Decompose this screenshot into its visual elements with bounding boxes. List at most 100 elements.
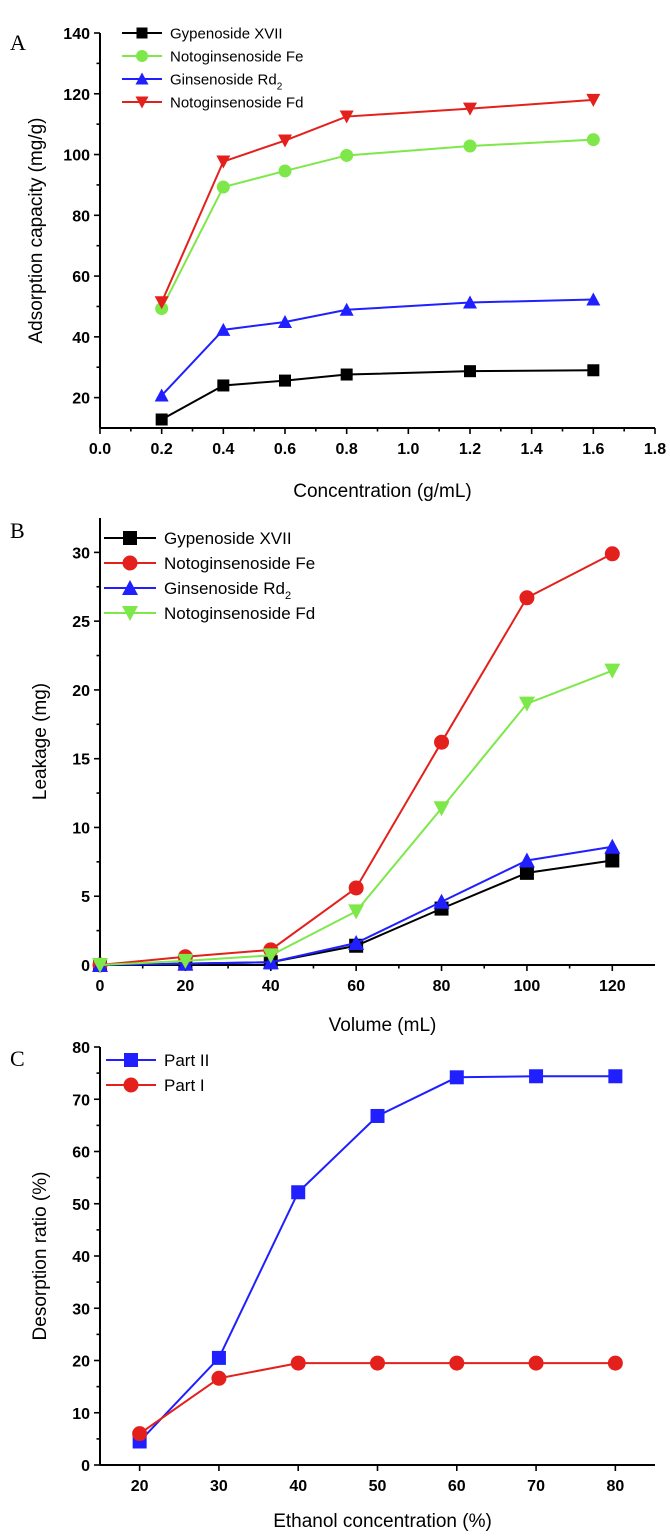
data-point <box>449 1070 464 1085</box>
series-line <box>99 669 613 966</box>
legend-label: Part I <box>164 1076 205 1095</box>
data-point <box>279 374 291 387</box>
legend-label: Notoginsenoside Fd <box>170 94 303 111</box>
y-tick-label: 120 <box>63 87 90 104</box>
y-tick-label: 30 <box>72 545 90 562</box>
y-tick-label: 100 <box>63 148 90 165</box>
series-line <box>161 369 594 421</box>
y-axis-label: Adsorption capacity (mg/g) <box>26 118 47 344</box>
legend-marker <box>123 1077 139 1093</box>
legend-label: Gypenoside XVII <box>164 529 292 548</box>
x-tick-label: 0.0 <box>89 441 111 458</box>
x-tick-label: 0.8 <box>336 441 358 458</box>
panel-letter: A <box>10 30 26 55</box>
legend: Gypenoside XVII Notoginsenoside Fe Ginseno… <box>122 25 303 111</box>
data-point <box>607 1355 623 1371</box>
data-point <box>278 134 292 148</box>
data-point <box>604 838 621 854</box>
data-point <box>370 1108 385 1123</box>
data-point <box>262 948 279 964</box>
data-point <box>339 110 354 124</box>
data-point <box>216 322 231 336</box>
x-tick-label: 0.2 <box>151 441 173 458</box>
y-tick-label: 30 <box>72 1301 90 1318</box>
legend-marker <box>122 555 138 571</box>
x-tick-label: 1.2 <box>459 441 481 458</box>
data-point <box>154 296 169 310</box>
data-point <box>154 388 169 402</box>
series-2 <box>154 292 601 402</box>
x-tick-label: 1.0 <box>397 441 419 458</box>
x-tick-label: 1.4 <box>521 441 543 458</box>
y-tick-label: 50 <box>72 1197 90 1214</box>
x-tick-label: 60 <box>448 1478 466 1495</box>
y-tick-label: 0 <box>81 1458 90 1475</box>
x-tick-label: 80 <box>606 1478 624 1495</box>
data-point <box>155 413 168 426</box>
y-tick-label: 80 <box>72 208 90 225</box>
x-tick-label: 40 <box>289 1478 307 1495</box>
series-line <box>139 1362 616 1435</box>
y-tick-label: 60 <box>72 269 90 286</box>
y-tick-label: 15 <box>72 752 90 769</box>
y-tick-label: 10 <box>72 1406 90 1423</box>
data-point <box>348 880 364 896</box>
series-line <box>160 98 594 303</box>
data-point <box>290 1355 306 1371</box>
legend: Part II Part I <box>106 1051 209 1095</box>
x-tick-label: 100 <box>514 978 541 995</box>
series-1 <box>132 1355 623 1442</box>
data-point <box>464 365 476 378</box>
y-tick-label: 20 <box>72 391 90 408</box>
data-point <box>278 164 292 178</box>
data-point <box>587 364 600 377</box>
data-point <box>528 1355 544 1371</box>
chart-panel-c: C 20 30 40 50 60 70 80 0 10 20 30 40 50 60 70 80 Ethanol … <box>10 1040 655 1532</box>
y-axis-label: Desorption ratio (%) <box>30 1172 51 1341</box>
y-tick-label: 5 <box>81 889 90 906</box>
legend-marker <box>124 1053 138 1067</box>
x-tick-label: 20 <box>131 1478 149 1495</box>
legend-label: Notoginsenoside Fd <box>164 604 315 623</box>
data-point <box>604 546 620 562</box>
data-point <box>433 801 450 817</box>
data-point <box>339 302 354 316</box>
legend-label: Ginsenoside Rd2 <box>170 71 283 92</box>
x-tick-label: 1.6 <box>582 441 604 458</box>
data-point <box>449 1355 465 1371</box>
legend-marker <box>135 72 149 85</box>
data-point <box>463 139 477 153</box>
data-point <box>463 295 477 309</box>
x-tick-label: 80 <box>433 978 451 995</box>
panel-letter: B <box>10 518 25 543</box>
legend-marker <box>122 606 138 621</box>
data-point <box>529 1069 544 1084</box>
legend-marker <box>136 27 148 39</box>
x-tick-label: 70 <box>527 1478 545 1495</box>
chart-panel-b: B 0 20 40 60 80 100 120 0 5 10 15 20 25 30 Volume (mL) L… <box>10 518 655 1036</box>
series-line <box>160 298 594 397</box>
data-point <box>519 590 535 606</box>
series-1 <box>155 133 600 316</box>
series-3 <box>92 663 621 973</box>
y-tick-label: 80 <box>72 1040 90 1057</box>
data-point <box>586 133 600 147</box>
data-point <box>340 148 354 162</box>
data-point <box>608 1069 623 1084</box>
legend-marker <box>136 50 148 62</box>
legend-label: Gypenoside XVII <box>170 25 283 42</box>
data-point <box>463 102 477 116</box>
y-tick-label: 140 <box>63 26 90 43</box>
data-point <box>518 852 535 868</box>
data-point <box>340 368 353 381</box>
y-tick-label: 25 <box>72 614 90 631</box>
y-tick-label: 40 <box>72 1249 90 1266</box>
data-point <box>217 379 230 392</box>
y-axis-label: Leakage (mg) <box>30 683 51 800</box>
data-point <box>434 734 450 750</box>
data-point <box>291 1185 306 1200</box>
data-point <box>586 93 601 107</box>
legend-marker <box>123 531 137 545</box>
data-point <box>216 155 231 169</box>
